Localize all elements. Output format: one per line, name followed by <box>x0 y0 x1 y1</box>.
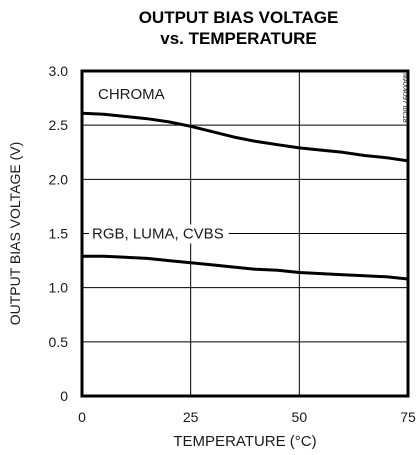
chart-title-line-2: vs. TEMPERATURE <box>160 29 317 48</box>
y-tick-label: 1.0 <box>49 280 69 296</box>
series-label-chroma: CHROMA <box>98 86 165 103</box>
x-axis-label: TEMPERATURE (°C) <box>173 433 316 450</box>
y-tick-label: 2.5 <box>49 117 69 133</box>
y-tick-label: 0 <box>60 388 68 404</box>
series-lines <box>80 111 410 281</box>
y-tick-label: 0.5 <box>49 334 69 350</box>
y-tick-labels: 0 0.5 1.0 1.5 2.0 2.5 3.0 <box>49 63 69 404</box>
x-tick-label: 0 <box>78 409 86 425</box>
x-tick-label: 25 <box>183 409 199 425</box>
series-line-1 <box>80 254 410 281</box>
y-tick-label: 2.0 <box>49 171 69 187</box>
y-tick-label: 3.0 <box>49 63 69 79</box>
x-tick-label: 50 <box>292 409 308 425</box>
plot-frame <box>80 69 410 398</box>
series-label-rgb-luma-cvbs: RGB, LUMA, CVBS <box>92 226 224 243</box>
series-line-0 <box>80 111 410 163</box>
x-tick-labels: 0 25 50 75 <box>78 409 416 425</box>
series-label-background <box>89 224 229 244</box>
grid-lines <box>82 71 408 396</box>
chart-title-line-1: OUTPUT BIAS VOLTAGE <box>138 8 339 27</box>
y-tick-label: 1.5 <box>49 226 69 242</box>
x-tick-label: 75 <box>400 409 416 425</box>
y-axis-label: OUTPUT BIAS VOLTAGE (V) <box>7 142 23 326</box>
figure-watermark: MAX4097 toc18 <box>401 73 408 123</box>
